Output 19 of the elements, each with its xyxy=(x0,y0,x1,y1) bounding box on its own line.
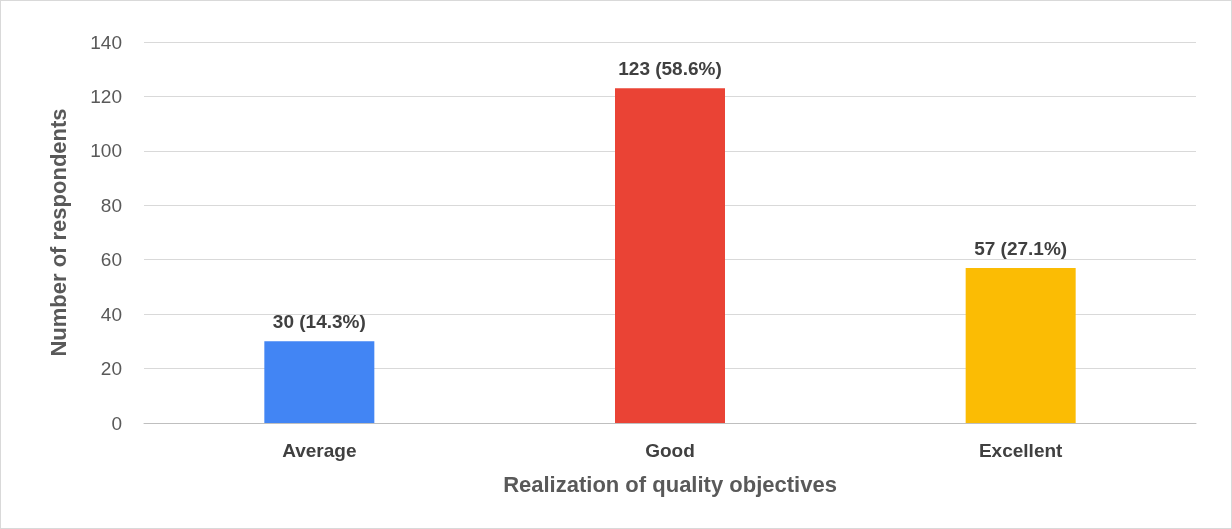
x-tick-label: Excellent xyxy=(978,440,1064,461)
y-tick-label: 100 xyxy=(90,140,122,162)
y-tick-label: 140 xyxy=(90,31,122,53)
x-tick-label: Average xyxy=(282,440,357,461)
data-label: 30 (14.3%) xyxy=(272,311,366,333)
y-axis-title: Number of respondents xyxy=(45,108,71,357)
y-tick-label: 0 xyxy=(111,412,122,434)
y-tick-label: 120 xyxy=(90,85,122,107)
data-label: 123 (58.6%) xyxy=(618,58,722,80)
x-axis-title: Realization of quality objectives xyxy=(503,471,837,497)
y-tick-label: 60 xyxy=(100,249,122,271)
y-tick-label: 80 xyxy=(100,194,122,216)
y-tick-label: 20 xyxy=(100,358,122,380)
y-tick-label: 40 xyxy=(100,303,122,325)
x-tick-label: Good xyxy=(645,440,695,461)
bar xyxy=(264,341,375,423)
bar xyxy=(615,88,725,423)
data-label: 57 (27.1%) xyxy=(974,237,1068,259)
bar xyxy=(965,267,1076,423)
